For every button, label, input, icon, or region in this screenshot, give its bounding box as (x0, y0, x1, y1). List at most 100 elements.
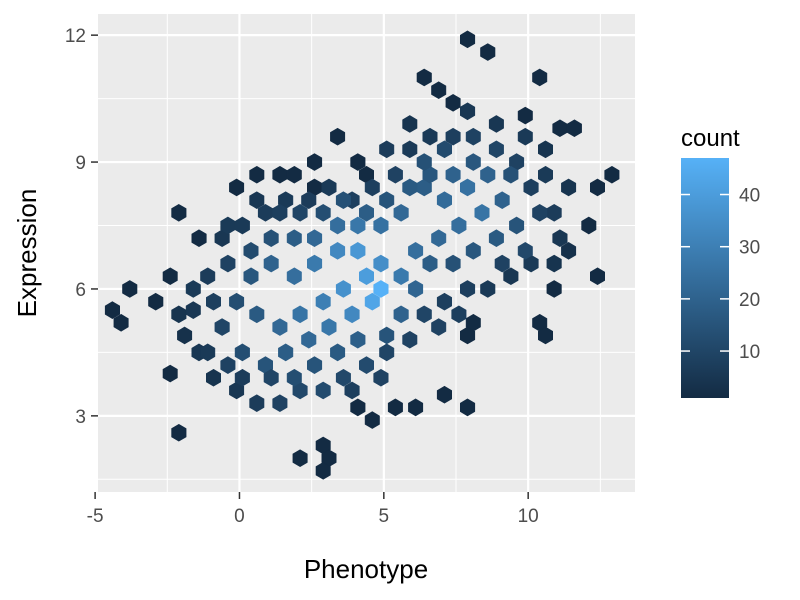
hex-cell (459, 102, 476, 121)
hex-cell (278, 343, 294, 362)
hex-cell (422, 127, 438, 146)
hex-cell (373, 216, 389, 235)
hex-cell (364, 178, 380, 197)
legend-tick-label: 40 (739, 186, 760, 207)
hex-cell (335, 191, 351, 209)
hex-cell (431, 81, 447, 99)
hex-cell (445, 254, 461, 273)
hex-cell (552, 229, 568, 248)
x-tick-label: -5 (87, 506, 104, 527)
hex-cell (517, 106, 533, 125)
plot-panel (98, 14, 635, 492)
hex-cell (488, 140, 504, 159)
hex-cell (214, 229, 230, 248)
hex-cell (200, 267, 216, 286)
hex-cell (272, 394, 288, 412)
hex-cell (286, 229, 302, 248)
hex-cell (379, 343, 395, 362)
hex-cell (206, 292, 221, 311)
legend-colorbar (681, 158, 729, 398)
hex-cell (315, 204, 331, 222)
hex-cell (350, 153, 366, 171)
hex-cell (292, 381, 308, 400)
hex-cell (249, 191, 265, 209)
hex-cell (292, 204, 308, 222)
hex-cell (546, 280, 562, 298)
hex-cell (465, 153, 481, 171)
hex-cell (358, 267, 375, 286)
hex-cell (263, 254, 279, 273)
hex-cell (315, 462, 331, 480)
hex-cell (416, 305, 432, 324)
hex-cell (306, 153, 323, 171)
hex-cell (185, 280, 201, 298)
hex-cell (604, 165, 620, 184)
x-tick-label: 10 (518, 506, 539, 527)
hex-cell (200, 343, 216, 362)
hex-cell (422, 254, 438, 273)
hex-cell (459, 30, 476, 49)
hex-cell (416, 68, 432, 87)
hex-cell (465, 127, 481, 146)
hex-cell (379, 140, 395, 159)
hex-cell (402, 178, 418, 197)
hex-cell (344, 305, 360, 324)
hex-cell (532, 68, 548, 87)
hex-cell (488, 115, 504, 133)
hex-cell (358, 204, 375, 222)
hex-cell (422, 165, 438, 184)
hex-cell (523, 178, 539, 197)
hex-cell (272, 318, 288, 336)
hex-cell (581, 216, 597, 235)
legend: count 10 20 30 40 (681, 125, 760, 398)
hex-cell (344, 381, 360, 400)
hex-cell (220, 216, 236, 235)
y-tick-label: 6 (75, 280, 86, 301)
hex-cell (229, 178, 245, 197)
hex-cell (387, 165, 403, 184)
hex-cell (451, 305, 467, 324)
hex-cell (436, 191, 453, 209)
hex-cell (364, 411, 380, 429)
hex-cell (402, 115, 418, 133)
y-tick-label: 12 (65, 26, 86, 47)
hex-cell (431, 229, 447, 248)
hex-cell (459, 178, 476, 197)
legend-title: count (681, 125, 740, 152)
hex-cell (364, 292, 380, 311)
hex-cell (480, 43, 496, 61)
hex-cell (249, 394, 265, 412)
hex-cell (330, 343, 346, 362)
hex-cell (373, 254, 389, 273)
grid-lines (94, 14, 635, 492)
hex-cell (517, 127, 533, 146)
hex-cell (330, 216, 346, 235)
hex-cell (292, 449, 308, 467)
hex-cell (229, 381, 245, 400)
hex-cell (171, 204, 187, 222)
x-tick-label: 0 (234, 506, 245, 527)
hex-cell (206, 368, 221, 387)
hex-cell (229, 292, 245, 311)
hex-cell (589, 178, 606, 197)
hex-cell (162, 267, 178, 286)
hex-cell (243, 267, 259, 286)
hex-cell (494, 254, 510, 273)
hex-cell (330, 242, 346, 260)
hex-cell (503, 267, 519, 286)
hex-cell (561, 178, 577, 197)
hex-cell (517, 242, 533, 260)
hex-cell (459, 398, 476, 417)
hex-cell (523, 254, 539, 273)
hex-cell (286, 368, 302, 387)
hex-cell (445, 94, 461, 112)
hex-cell (561, 242, 577, 260)
hex-cell (335, 368, 351, 387)
hex-cell (272, 204, 288, 222)
hex-cell (185, 301, 201, 319)
hex-cell (537, 326, 554, 345)
hex-cell (537, 140, 554, 159)
hex-cell (532, 204, 548, 222)
hex-cell (214, 318, 230, 336)
